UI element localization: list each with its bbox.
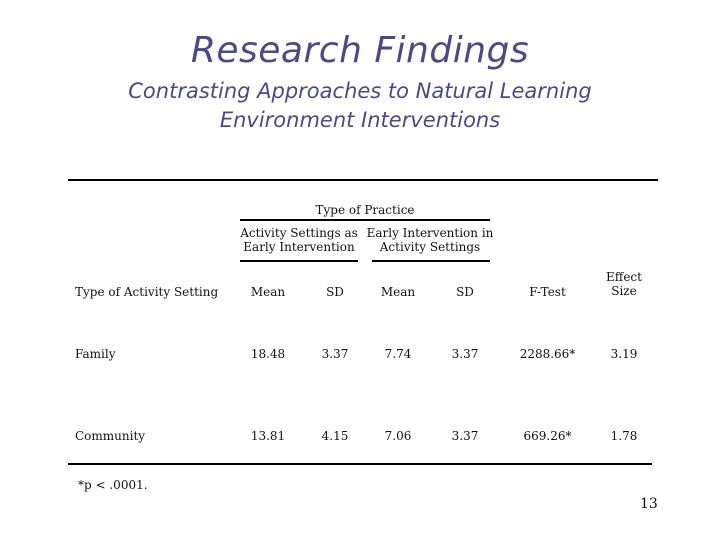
table-bottom-rule — [68, 463, 652, 465]
group-2-header: Early Intervention in Activity Settings — [366, 226, 494, 254]
row-effect-size: 1.78 — [610, 429, 638, 443]
col-header-mean-2: Mean — [380, 285, 416, 299]
row-setting: Community — [75, 429, 146, 443]
row-sd-1: 4.15 — [321, 429, 349, 443]
col-header-effect-size: Effect Size — [606, 270, 642, 298]
row-sd-2: 3.37 — [451, 429, 479, 443]
group-header: Type of Practice — [315, 203, 415, 217]
row-mean-1: 13.81 — [250, 429, 286, 443]
row-f-test: 669.26* — [523, 429, 572, 443]
col-header-mean-1: Mean — [250, 285, 286, 299]
row-mean-2: 7.74 — [384, 347, 412, 361]
table-top-rule — [68, 179, 658, 181]
col-header-sd-1: SD — [326, 285, 344, 299]
row-mean-1: 18.48 — [250, 347, 286, 361]
group-2-rule — [372, 260, 490, 262]
subtitle-line-1: Contrasting Approaches to Natural Learni… — [128, 79, 592, 103]
row-sd-2: 3.37 — [451, 347, 479, 361]
table-footnote: *p < .0001. — [78, 478, 148, 492]
group-1-header: Activity Settings as Early Intervention — [240, 226, 358, 254]
slide-title: Research Findings — [190, 30, 530, 71]
page-number: 13 — [640, 496, 658, 512]
row-f-test: 2288.66* — [519, 347, 576, 361]
group-1-rule — [240, 260, 358, 262]
row-mean-2: 7.06 — [384, 429, 412, 443]
row-sd-1: 3.37 — [321, 347, 349, 361]
group-header-rule — [240, 219, 490, 221]
col-header-sd-2: SD — [456, 285, 474, 299]
row-setting: Family — [75, 347, 116, 361]
slide-subtitle: Contrasting Approaches to Natural Learni… — [0, 77, 720, 135]
col-header-f-test: F-Test — [529, 285, 566, 299]
col-header-setting: Type of Activity Setting — [75, 285, 219, 299]
subtitle-line-2: Environment Interventions — [219, 108, 501, 132]
row-effect-size: 3.19 — [610, 347, 638, 361]
